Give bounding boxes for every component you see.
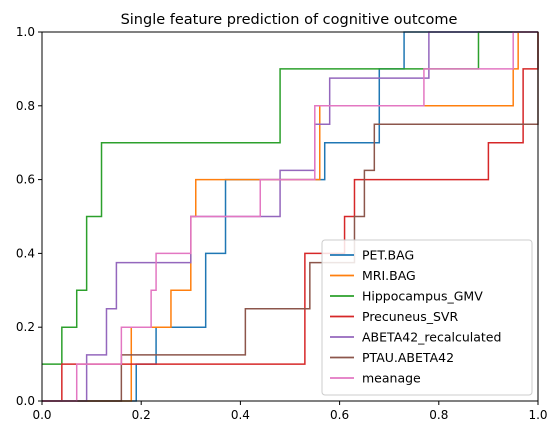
y-tick-label: 0.0 xyxy=(16,394,35,408)
legend-label: ABETA42_recalculated xyxy=(362,330,501,345)
x-tick-label: 0.4 xyxy=(231,408,250,422)
series-line-4 xyxy=(42,31,538,402)
y-tick-label: 1.0 xyxy=(16,25,35,39)
y-tick-label: 0.4 xyxy=(16,246,35,260)
y-tick-label: 0.2 xyxy=(16,320,35,334)
plot-frame xyxy=(41,31,539,402)
legend-label: Precuneus_SVR xyxy=(362,309,458,324)
x-tick-label: 0.6 xyxy=(330,408,349,422)
legend-box xyxy=(321,239,533,396)
legend-label: PET.BAG xyxy=(362,248,414,263)
legend-label: MRI.BAG xyxy=(362,268,416,283)
y-tick-label: 0.8 xyxy=(16,99,35,113)
x-tick-label: 0.2 xyxy=(132,408,151,422)
series-line-6 xyxy=(42,31,538,402)
chart-title: Single feature prediction of cognitive o… xyxy=(121,12,458,28)
legend-label: meanage xyxy=(362,371,421,386)
series-line-1 xyxy=(42,31,538,402)
x-tick-label: 1.0 xyxy=(528,408,547,422)
legend-label: PTAU.ABETA42 xyxy=(362,350,454,365)
y-tick-label: 0.6 xyxy=(16,173,35,187)
legend-label: Hippocampus_GMV xyxy=(362,289,483,304)
x-tick-label: 0.0 xyxy=(32,408,51,422)
x-tick-label: 0.8 xyxy=(429,408,448,422)
